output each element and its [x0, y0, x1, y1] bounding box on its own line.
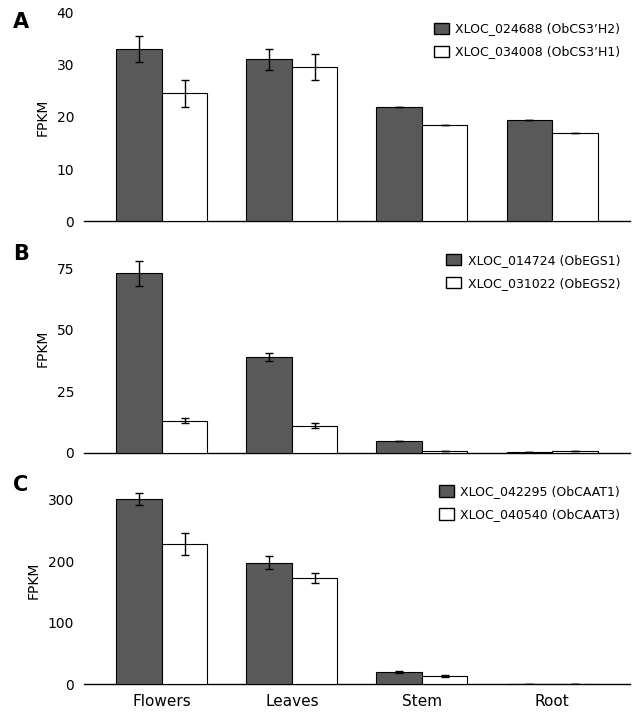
Bar: [376, 440, 422, 453]
Bar: [506, 120, 552, 221]
Bar: [376, 672, 422, 684]
Bar: [422, 451, 468, 453]
Legend: XLOC_014724 (ObEGS1), XLOC_031022 (ObEGS2): XLOC_014724 (ObEGS1), XLOC_031022 (ObEGS…: [443, 250, 624, 294]
Text: C: C: [13, 475, 28, 495]
Y-axis label: FPKM: FPKM: [36, 329, 50, 367]
Text: B: B: [13, 244, 29, 264]
Bar: [292, 426, 338, 453]
Text: A: A: [13, 12, 29, 32]
Bar: [162, 421, 208, 453]
Bar: [117, 49, 162, 221]
Y-axis label: FPKM: FPKM: [27, 561, 41, 599]
Bar: [117, 274, 162, 453]
Bar: [376, 107, 422, 221]
Bar: [162, 94, 208, 221]
Bar: [292, 578, 338, 684]
Bar: [552, 451, 598, 453]
Bar: [506, 452, 552, 453]
Bar: [422, 125, 468, 221]
Bar: [552, 132, 598, 221]
Legend: XLOC_042295 (ObCAAT1), XLOC_040540 (ObCAAT3): XLOC_042295 (ObCAAT1), XLOC_040540 (ObCA…: [435, 482, 624, 525]
Y-axis label: FPKM: FPKM: [36, 98, 50, 135]
Bar: [247, 563, 292, 684]
Bar: [292, 67, 338, 221]
Bar: [117, 498, 162, 684]
Bar: [247, 357, 292, 453]
Bar: [162, 544, 208, 684]
Bar: [422, 677, 468, 684]
Legend: XLOC_024688 (ObCS3’H2), XLOC_034008 (ObCS3’H1): XLOC_024688 (ObCS3’H2), XLOC_034008 (ObC…: [430, 19, 624, 62]
Bar: [247, 59, 292, 221]
